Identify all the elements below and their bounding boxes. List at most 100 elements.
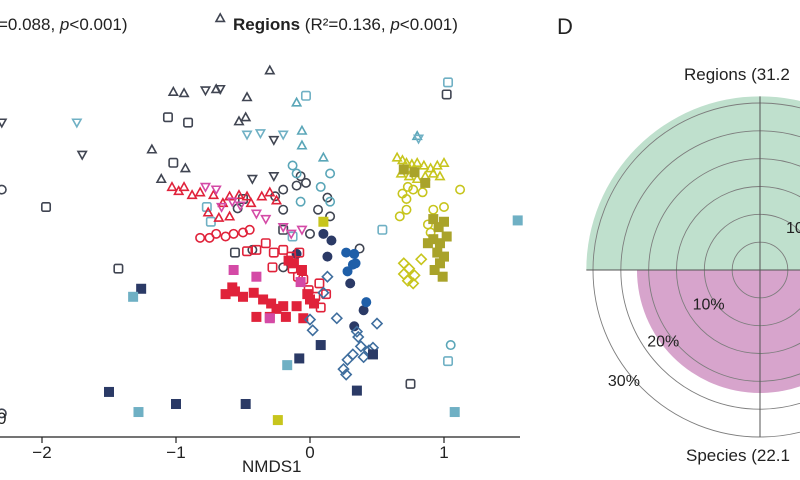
point-yellow-circles bbox=[401, 204, 412, 215]
point-magenta-triangles bbox=[277, 222, 289, 233]
point-red-triangles bbox=[256, 190, 268, 201]
point-steel-diamonds-open bbox=[352, 330, 365, 344]
point-yellow-triangles bbox=[438, 156, 450, 167]
point-light-squares-filled bbox=[512, 215, 523, 226]
point-red-squares-filled bbox=[283, 255, 294, 266]
point-yellow-triangles bbox=[418, 159, 430, 170]
x-tick-label: −1 bbox=[166, 443, 185, 462]
ring-label: 10% bbox=[693, 296, 725, 313]
point-red-squares-open bbox=[278, 244, 289, 255]
point-dark-triangles-up bbox=[233, 115, 245, 126]
point-red-squares-filled bbox=[220, 289, 231, 300]
point-light-circles-open bbox=[295, 196, 306, 207]
point-navy-circles-filled bbox=[358, 305, 369, 316]
x-axis-ticks: −2 −1 0 1 bbox=[32, 437, 449, 462]
point-light-circles-open bbox=[445, 340, 456, 351]
point-dark-triangles-down bbox=[199, 86, 212, 97]
point-steel-diamonds-open bbox=[370, 317, 384, 330]
point-dark-triangles-down bbox=[268, 135, 280, 146]
point-magenta-triangles bbox=[260, 214, 272, 225]
point-red-circles bbox=[244, 224, 255, 235]
point-olive-squares-filled bbox=[420, 177, 431, 188]
point-red-squares-open bbox=[268, 247, 279, 258]
point-red-triangles bbox=[224, 210, 236, 221]
point-navy-squares-filled bbox=[315, 340, 326, 351]
point-yellow-circles bbox=[455, 184, 466, 195]
point-red-squares-filled bbox=[238, 291, 249, 302]
point-navy-squares-filled bbox=[351, 385, 362, 396]
point-olive-squares-filled bbox=[434, 238, 445, 249]
point-dark-squares-open bbox=[229, 247, 240, 258]
point-olive-squares-filled bbox=[429, 264, 440, 275]
point-yellow-triangles bbox=[411, 173, 423, 184]
point-yellow-circles bbox=[394, 211, 405, 222]
point-light-squares-open bbox=[443, 356, 454, 367]
point-red-triangles bbox=[233, 189, 245, 200]
x-tick-label: 1 bbox=[439, 443, 448, 462]
point-navy-squares-filled bbox=[240, 398, 251, 409]
panel-label-d: D bbox=[557, 14, 573, 39]
point-navy-circles-filled bbox=[345, 278, 356, 289]
point-red-triangles bbox=[245, 197, 257, 208]
point-red-triangles bbox=[194, 186, 206, 197]
sector-species bbox=[636, 270, 800, 394]
x-axis-label: NMDS1 bbox=[242, 457, 302, 476]
left-panel-title: =0.088, p<0.001) bbox=[0, 15, 128, 34]
point-olive-squares-filled bbox=[441, 231, 452, 242]
point-yellow-diamonds bbox=[415, 253, 428, 266]
point-red-squares-filled bbox=[296, 264, 307, 275]
point-light-triangles-up bbox=[291, 96, 303, 107]
point-yellow-circles bbox=[401, 193, 412, 204]
point-navy-circles-filled bbox=[322, 251, 333, 262]
point-magenta-squares-filled bbox=[295, 277, 306, 288]
point-red-squares-open bbox=[294, 247, 305, 258]
point-light-circles-open bbox=[291, 168, 302, 179]
point-light-circles-open bbox=[325, 196, 336, 207]
point-steel-diamonds-open bbox=[357, 350, 370, 364]
point-light-triangles-up bbox=[317, 151, 329, 162]
point-light-triangles-up bbox=[296, 139, 308, 150]
point-dark-circles-open bbox=[313, 204, 324, 215]
point-yellow-circles bbox=[428, 204, 439, 215]
point-olive-squares-filled bbox=[437, 271, 448, 282]
point-dark-squares-open bbox=[441, 89, 452, 100]
point-light-squares-filled bbox=[282, 360, 293, 371]
point-light-squares-open bbox=[300, 90, 311, 101]
point-red-triangles bbox=[202, 206, 214, 217]
point-dark-squares-open bbox=[405, 378, 416, 389]
point-navy-squares-filled bbox=[136, 283, 147, 294]
point-light-squares-filled bbox=[449, 407, 460, 418]
point-light-triangles-down bbox=[254, 129, 266, 140]
point-yellow-diamonds bbox=[407, 277, 420, 290]
point-blue-circles-filled bbox=[342, 266, 353, 277]
point-red-squares-filled bbox=[309, 298, 320, 309]
point-dark-circles-open bbox=[278, 184, 289, 195]
point-dark-triangles-up bbox=[155, 173, 167, 184]
point-dark-triangles-up bbox=[146, 143, 158, 154]
point-red-triangles bbox=[186, 189, 198, 200]
point-steel-diamonds-open bbox=[350, 325, 364, 338]
point-magenta-triangles bbox=[285, 229, 297, 240]
point-magenta-triangles bbox=[210, 185, 222, 196]
point-yellow-squares-filled bbox=[272, 415, 283, 426]
point-red-squares-filled bbox=[266, 298, 277, 309]
point-olive-squares-filled bbox=[434, 258, 445, 269]
point-olive-squares-filled bbox=[422, 238, 433, 249]
point-yellow-diamonds bbox=[397, 267, 410, 281]
point-light-triangles-down bbox=[71, 118, 83, 129]
point-red-squares-filled bbox=[291, 301, 302, 312]
sector-label-species: Species (22.1 bbox=[686, 446, 790, 465]
point-dark-triangles-down bbox=[76, 150, 88, 161]
point-red-circles bbox=[228, 228, 239, 239]
point-red-squares-filled bbox=[248, 287, 259, 298]
point-red-squares-open bbox=[314, 278, 325, 289]
point-light-squares-open bbox=[377, 224, 388, 235]
point-magenta-squares-filled bbox=[264, 313, 275, 324]
point-red-triangles bbox=[270, 194, 283, 205]
point-red-triangles bbox=[207, 189, 220, 200]
point-dark-circles-open bbox=[278, 262, 289, 273]
point-red-squares-filled bbox=[258, 294, 269, 305]
ring-label: 20% bbox=[647, 334, 679, 351]
point-olive-squares-filled bbox=[409, 167, 420, 178]
point-light-triangles-down bbox=[412, 134, 425, 145]
